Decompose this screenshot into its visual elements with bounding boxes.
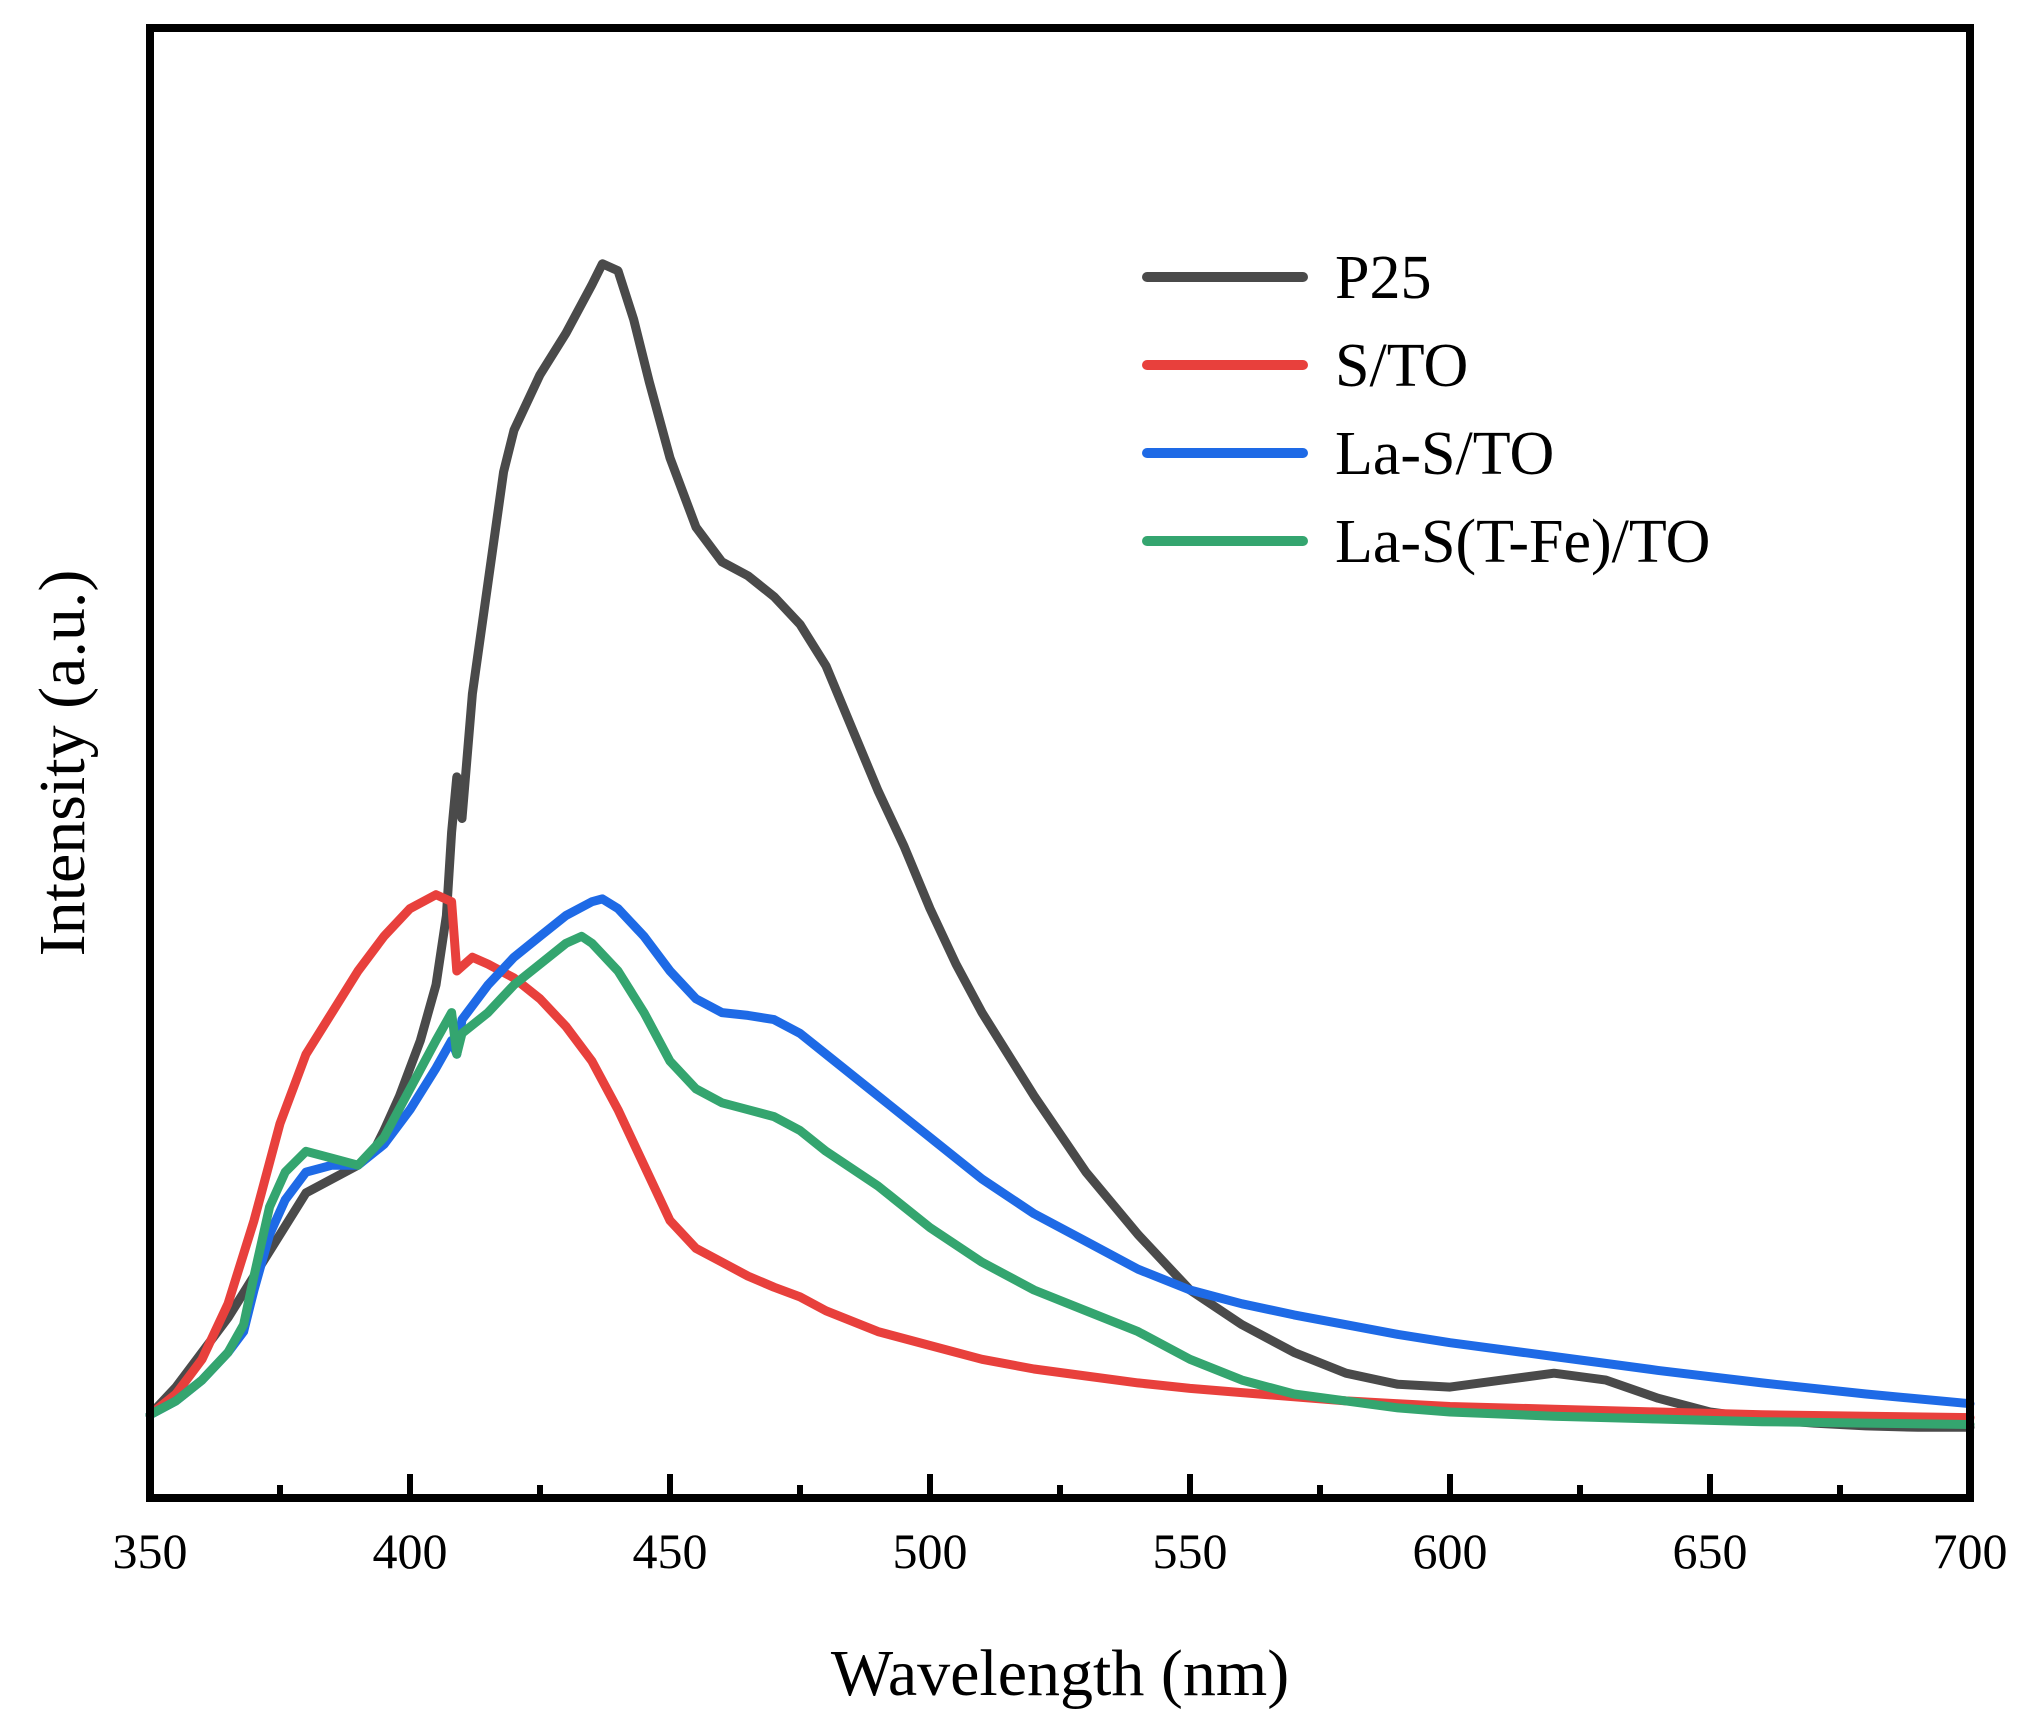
x-tick-label: 700 xyxy=(1933,1523,2008,1579)
x-axis-tick-labels: 350 400 450 500 550 600 650 700 xyxy=(113,1523,2008,1579)
x-tick-label: 600 xyxy=(1413,1523,1488,1579)
legend-label-3: La-S/TO xyxy=(1335,420,1554,488)
series-line-4 xyxy=(145,931,1975,1429)
plot-frame xyxy=(146,24,1974,1502)
x-tick-label: 650 xyxy=(1673,1523,1748,1579)
series-line-3 xyxy=(145,894,1975,1420)
x-tick-label: 450 xyxy=(633,1523,708,1579)
legend: P25 S/TO La-S/TO La-S(T-Fe)/TO xyxy=(1142,244,1710,576)
y-axis-title: Intensity (a.u.) xyxy=(26,570,99,957)
plot-background xyxy=(150,28,1970,1498)
legend-label-1: P25 xyxy=(1335,244,1431,312)
x-tick-label: 350 xyxy=(113,1523,188,1579)
legend-label-4: La-S(T-Fe)/TO xyxy=(1335,508,1710,576)
x-tick-label: 550 xyxy=(1153,1523,1228,1579)
legend-label-2: S/TO xyxy=(1335,332,1468,400)
x-tick-label: 500 xyxy=(893,1523,968,1579)
x-axis-title: Wavelength (nm) xyxy=(831,1637,1289,1710)
series-layer xyxy=(145,259,1975,1432)
x-tick-label: 400 xyxy=(373,1523,448,1579)
